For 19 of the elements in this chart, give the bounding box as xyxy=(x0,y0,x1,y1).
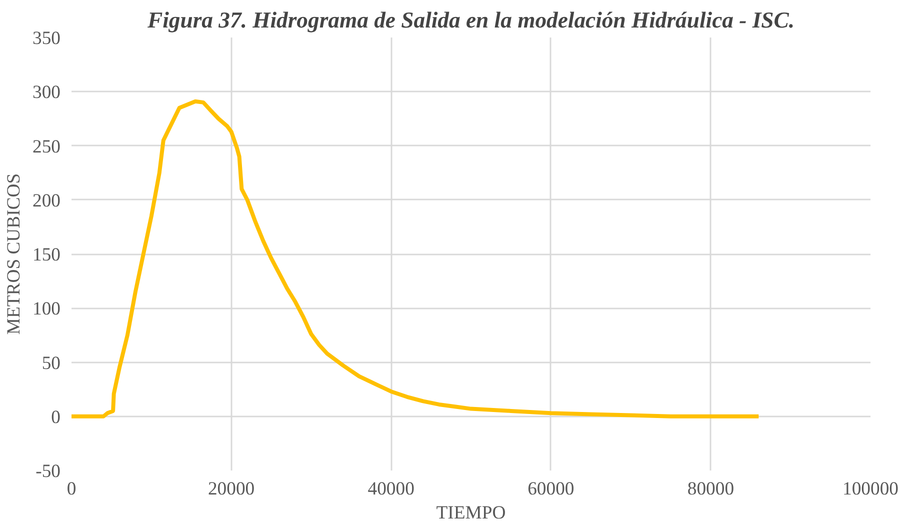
line-series xyxy=(72,99,761,418)
y-tick-label: 250 xyxy=(32,136,60,158)
y-tick-label: 0 xyxy=(51,406,60,428)
y-tick-label: 200 xyxy=(32,190,60,212)
y-tick-label: 300 xyxy=(32,82,60,104)
y-tick-label: 50 xyxy=(42,352,60,374)
x-tick-label: 60000 xyxy=(528,478,574,500)
y-tick-label: 350 xyxy=(32,28,60,49)
x-tick-label: 20000 xyxy=(208,478,255,500)
y-tick-label: 100 xyxy=(32,298,60,320)
x-tick-label: 80000 xyxy=(687,478,734,500)
y-axis-title: METROS CUBICOS xyxy=(4,173,25,335)
x-tick-label: 40000 xyxy=(368,478,414,500)
chart-title: Figura 37. Hidrograma de Salida en la modelación Hidráulica - ISC. xyxy=(146,8,795,32)
y-tick-label: -50 xyxy=(36,461,61,482)
x-axis-title: TIEMPO xyxy=(436,502,506,524)
x-tick-label: 0 xyxy=(66,478,76,500)
y-tick-label: 150 xyxy=(32,244,60,266)
x-tick-label: 100000 xyxy=(842,478,898,500)
